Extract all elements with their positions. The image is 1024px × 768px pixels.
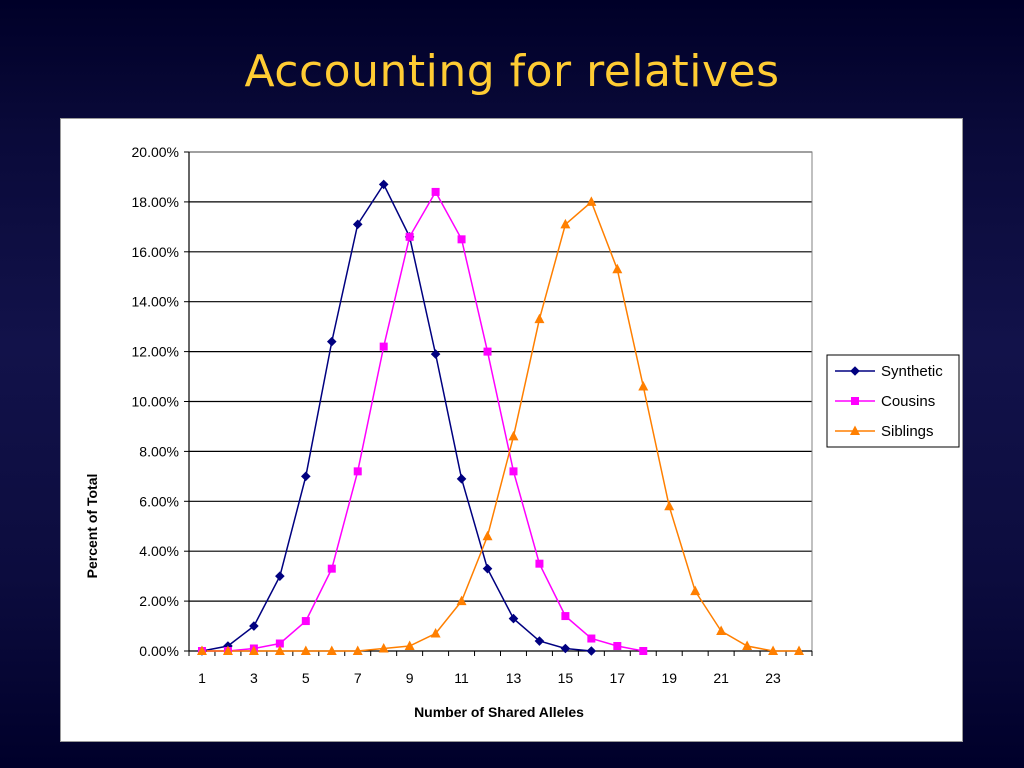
data-point-siblings <box>586 196 597 206</box>
data-point-cousins <box>275 639 284 648</box>
data-point-cousins <box>535 559 544 568</box>
x-tick-label: 13 <box>506 670 522 686</box>
y-tick-label: 10.00% <box>132 394 179 410</box>
data-point-synthetic <box>560 643 571 654</box>
data-point-siblings <box>326 645 337 655</box>
y-axis-title: Percent of Total <box>84 474 100 579</box>
y-tick-label: 8.00% <box>139 443 179 459</box>
data-point-cousins <box>431 187 440 196</box>
data-point-cousins <box>561 612 570 621</box>
data-point-siblings <box>482 530 493 541</box>
x-axis-title: Number of Shared Alleles <box>414 704 584 720</box>
data-point-siblings <box>742 640 753 651</box>
data-point-synthetic <box>586 646 597 656</box>
data-point-siblings <box>404 640 415 651</box>
data-point-siblings <box>352 645 363 655</box>
x-tick-label: 11 <box>454 670 469 686</box>
data-point-siblings <box>638 381 649 391</box>
data-point-cousins <box>613 642 622 651</box>
series-line-siblings <box>202 200 799 652</box>
data-point-siblings <box>534 313 545 324</box>
x-tick-label: 17 <box>610 670 626 686</box>
x-tick-labels: 1 3 5 7 9 11 13 15 17 19 21 23 <box>198 670 781 686</box>
legend-label-cousins: Cousins <box>881 393 935 410</box>
grid-lines <box>189 151 812 602</box>
data-point-cousins <box>327 564 336 573</box>
series-line-cousins <box>202 190 644 652</box>
x-tick-label: 3 <box>250 670 258 686</box>
data-point-siblings <box>430 628 441 638</box>
data-point-synthetic <box>301 471 311 482</box>
x-tick-label: 1 <box>198 670 206 686</box>
y-tick-label: 14.00% <box>132 294 179 310</box>
data-point-siblings <box>456 595 467 606</box>
data-point-synthetic <box>249 621 259 631</box>
y-tick-label: 20.00% <box>132 144 179 160</box>
legend-marker-synthetic <box>850 366 860 376</box>
legend-marker-siblings <box>850 425 860 435</box>
data-point-siblings <box>612 263 623 274</box>
y-tick-label: 16.00% <box>132 244 179 260</box>
data-point-cousins <box>301 617 310 626</box>
data-point-siblings <box>196 645 207 655</box>
data-point-siblings <box>378 643 389 653</box>
x-tick-label: 5 <box>302 670 310 686</box>
x-tick-label: 7 <box>354 670 362 686</box>
y-tick-label: 18.00% <box>132 194 179 210</box>
line-chart: 0.00% 2.00% 4.00% 6.00% 8.00% 10.00% 12.00% 14.… <box>84 144 960 720</box>
data-point-synthetic <box>482 563 493 574</box>
y-tick-label: 0.00% <box>139 643 179 659</box>
y-tick-label: 4.00% <box>139 543 179 559</box>
data-point-siblings <box>508 430 519 441</box>
slide-title: Accounting for relatives <box>244 46 780 97</box>
data-point-cousins <box>483 347 492 356</box>
data-point-synthetic <box>508 613 519 624</box>
data-point-siblings <box>248 645 259 655</box>
x-tick-label: 9 <box>406 670 414 686</box>
data-point-siblings <box>794 645 805 655</box>
data-point-synthetic <box>378 179 389 190</box>
legend-label-siblings: Siblings <box>881 423 934 440</box>
data-point-cousins <box>379 342 388 351</box>
data-point-siblings <box>222 645 233 655</box>
series-line-synthetic <box>201 182 592 652</box>
y-tick-label: 6.00% <box>139 493 179 509</box>
x-tick-label: 19 <box>661 670 677 686</box>
data-point-cousins <box>457 235 466 244</box>
x-tick-label: 15 <box>558 670 574 686</box>
data-point-siblings <box>274 645 285 655</box>
data-point-cousins <box>587 634 596 643</box>
data-point-siblings <box>716 625 727 636</box>
data-point-cousins <box>509 467 518 476</box>
y-tick-label: 12.00% <box>132 344 179 360</box>
data-point-siblings <box>664 500 675 511</box>
y-tick-label: 2.00% <box>139 593 179 609</box>
data-point-synthetic <box>430 349 441 359</box>
data-point-siblings <box>690 585 701 596</box>
data-point-cousins <box>405 232 414 241</box>
data-point-siblings <box>560 218 571 229</box>
data-point-siblings <box>300 645 311 655</box>
data-point-cousins <box>353 467 362 476</box>
legend-label-synthetic: Synthetic <box>881 363 943 380</box>
data-point-siblings <box>768 645 779 655</box>
data-point-synthetic <box>326 336 337 347</box>
data-point-synthetic <box>352 219 363 230</box>
x-tick-label: 21 <box>713 670 729 686</box>
series-markers <box>196 179 805 656</box>
series-lines <box>201 182 799 652</box>
y-tick-labels: 0.00% 2.00% 4.00% 6.00% 8.00% 10.00% 12.00% 14.… <box>132 144 179 659</box>
legend: Synthetic Cousins Siblings <box>826 354 960 448</box>
data-point-synthetic <box>456 474 467 484</box>
data-point-cousins <box>639 647 648 655</box>
data-point-synthetic <box>275 571 285 581</box>
legend-marker-cousins <box>851 397 859 405</box>
x-tick-label: 23 <box>765 670 781 686</box>
chart-panel: 0.00% 2.00% 4.00% 6.00% 8.00% 10.00% 12.00% 14.… <box>60 118 963 742</box>
